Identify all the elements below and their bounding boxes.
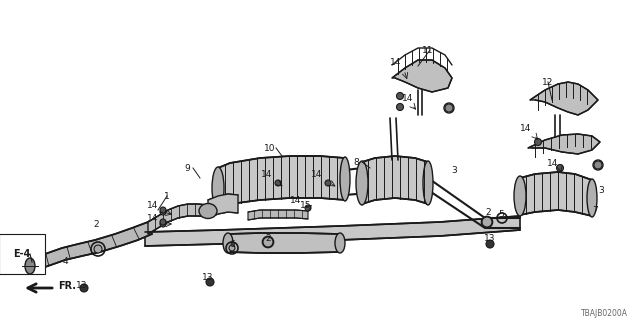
Text: 12: 12 (542, 77, 554, 86)
Circle shape (305, 205, 311, 211)
Ellipse shape (229, 245, 235, 251)
Circle shape (482, 217, 492, 227)
Circle shape (594, 161, 602, 169)
Ellipse shape (356, 161, 368, 205)
Text: 14: 14 (390, 58, 402, 67)
Text: 13: 13 (202, 274, 214, 283)
Text: 2: 2 (485, 207, 491, 217)
Text: 9: 9 (184, 164, 190, 172)
Text: 14: 14 (291, 196, 301, 204)
Circle shape (445, 104, 453, 112)
Text: 1: 1 (164, 191, 170, 201)
Circle shape (263, 237, 273, 247)
Circle shape (397, 92, 403, 100)
Text: E-4: E-4 (13, 249, 31, 259)
Ellipse shape (340, 157, 350, 201)
Circle shape (397, 103, 403, 110)
Circle shape (557, 164, 563, 172)
Polygon shape (530, 82, 598, 115)
Circle shape (275, 180, 281, 186)
Text: 15: 15 (300, 201, 312, 210)
Text: 14: 14 (547, 158, 559, 167)
Ellipse shape (94, 245, 102, 253)
Text: 2: 2 (93, 220, 99, 228)
Circle shape (160, 219, 166, 225)
Polygon shape (520, 172, 592, 216)
Circle shape (206, 278, 214, 286)
Text: 10: 10 (264, 143, 276, 153)
Text: 14: 14 (147, 213, 159, 222)
Text: 8: 8 (353, 157, 359, 166)
Polygon shape (362, 156, 428, 204)
Text: 14: 14 (261, 170, 273, 179)
Circle shape (486, 240, 494, 248)
Text: 2: 2 (265, 234, 271, 243)
Ellipse shape (514, 176, 526, 216)
Text: 14: 14 (147, 201, 159, 210)
Text: 13: 13 (484, 234, 496, 243)
Circle shape (325, 180, 331, 186)
Ellipse shape (223, 233, 233, 253)
Ellipse shape (587, 179, 597, 217)
Text: FR.: FR. (58, 281, 76, 291)
Polygon shape (248, 210, 308, 220)
Polygon shape (148, 204, 208, 234)
Polygon shape (30, 222, 152, 272)
Polygon shape (528, 134, 600, 154)
Circle shape (160, 207, 166, 213)
Circle shape (160, 209, 166, 215)
Circle shape (534, 139, 541, 146)
Text: 4: 4 (62, 258, 68, 267)
Text: 14: 14 (403, 93, 413, 102)
Ellipse shape (199, 204, 217, 219)
Ellipse shape (25, 258, 35, 274)
Text: 13: 13 (76, 281, 88, 290)
Circle shape (160, 221, 166, 227)
Ellipse shape (335, 233, 345, 253)
Ellipse shape (212, 167, 224, 209)
Text: 14: 14 (520, 124, 532, 132)
Text: 3: 3 (598, 186, 604, 195)
Text: 6: 6 (229, 239, 235, 249)
Polygon shape (392, 60, 452, 92)
Text: 5: 5 (498, 210, 504, 219)
Polygon shape (145, 216, 520, 246)
Ellipse shape (423, 161, 433, 205)
Polygon shape (208, 194, 238, 218)
Polygon shape (228, 233, 340, 253)
Text: 3: 3 (451, 165, 457, 174)
Text: 11: 11 (422, 45, 434, 54)
Circle shape (80, 284, 88, 292)
Text: 14: 14 (311, 170, 323, 179)
Polygon shape (218, 156, 345, 208)
Text: TBAJB0200A: TBAJB0200A (581, 309, 628, 318)
Text: 7: 7 (592, 205, 598, 214)
